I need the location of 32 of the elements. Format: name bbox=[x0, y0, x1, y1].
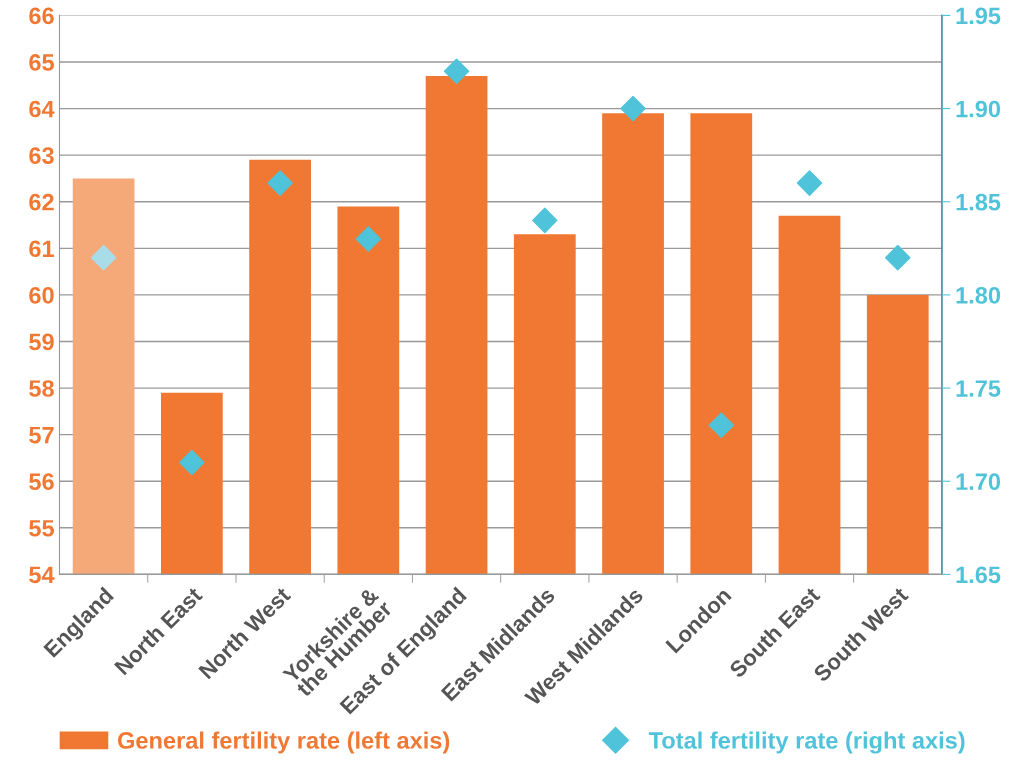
y2-tick-label: 1.75 bbox=[956, 380, 1001, 397]
y2-tick-label: 1.65 bbox=[956, 566, 1001, 584]
point bbox=[355, 226, 382, 252]
point bbox=[267, 170, 293, 196]
y-tick-label: 65 bbox=[29, 54, 54, 71]
y-tick-label: 64 bbox=[29, 100, 55, 118]
point bbox=[90, 244, 117, 271]
y2-tick-label: 1.80 bbox=[956, 286, 1001, 304]
y-tick-label: 58 bbox=[29, 380, 54, 397]
point bbox=[708, 412, 735, 439]
y-tick-label: 66 bbox=[29, 7, 54, 25]
point bbox=[885, 244, 911, 271]
point bbox=[532, 207, 558, 234]
y-tick-label: 60 bbox=[29, 286, 54, 304]
legend-label: Total fertility rate (right axis) bbox=[648, 731, 965, 754]
point bbox=[179, 449, 205, 476]
y-tick-label: 62 bbox=[29, 193, 54, 211]
y-tick-label: 59 bbox=[29, 333, 54, 351]
y2-tick-label: 1.85 bbox=[956, 193, 1001, 211]
y2-tick-label: 1.70 bbox=[956, 473, 1001, 491]
y-tick-label: 63 bbox=[29, 147, 54, 164]
y-tick-label: 54 bbox=[29, 566, 55, 584]
legend-label: General fertility rate (left axis) bbox=[117, 731, 450, 754]
y-tick-label: 57 bbox=[29, 426, 54, 444]
point bbox=[620, 95, 646, 122]
y2-tick-label: 1.90 bbox=[956, 100, 1001, 118]
y-tick-label: 55 bbox=[29, 520, 54, 537]
y-tick-label: 61 bbox=[29, 240, 54, 258]
point bbox=[796, 170, 823, 196]
y-tick-label: 56 bbox=[29, 473, 54, 491]
point bbox=[443, 58, 470, 85]
y2-tick-label: 1.95 bbox=[956, 7, 1001, 25]
